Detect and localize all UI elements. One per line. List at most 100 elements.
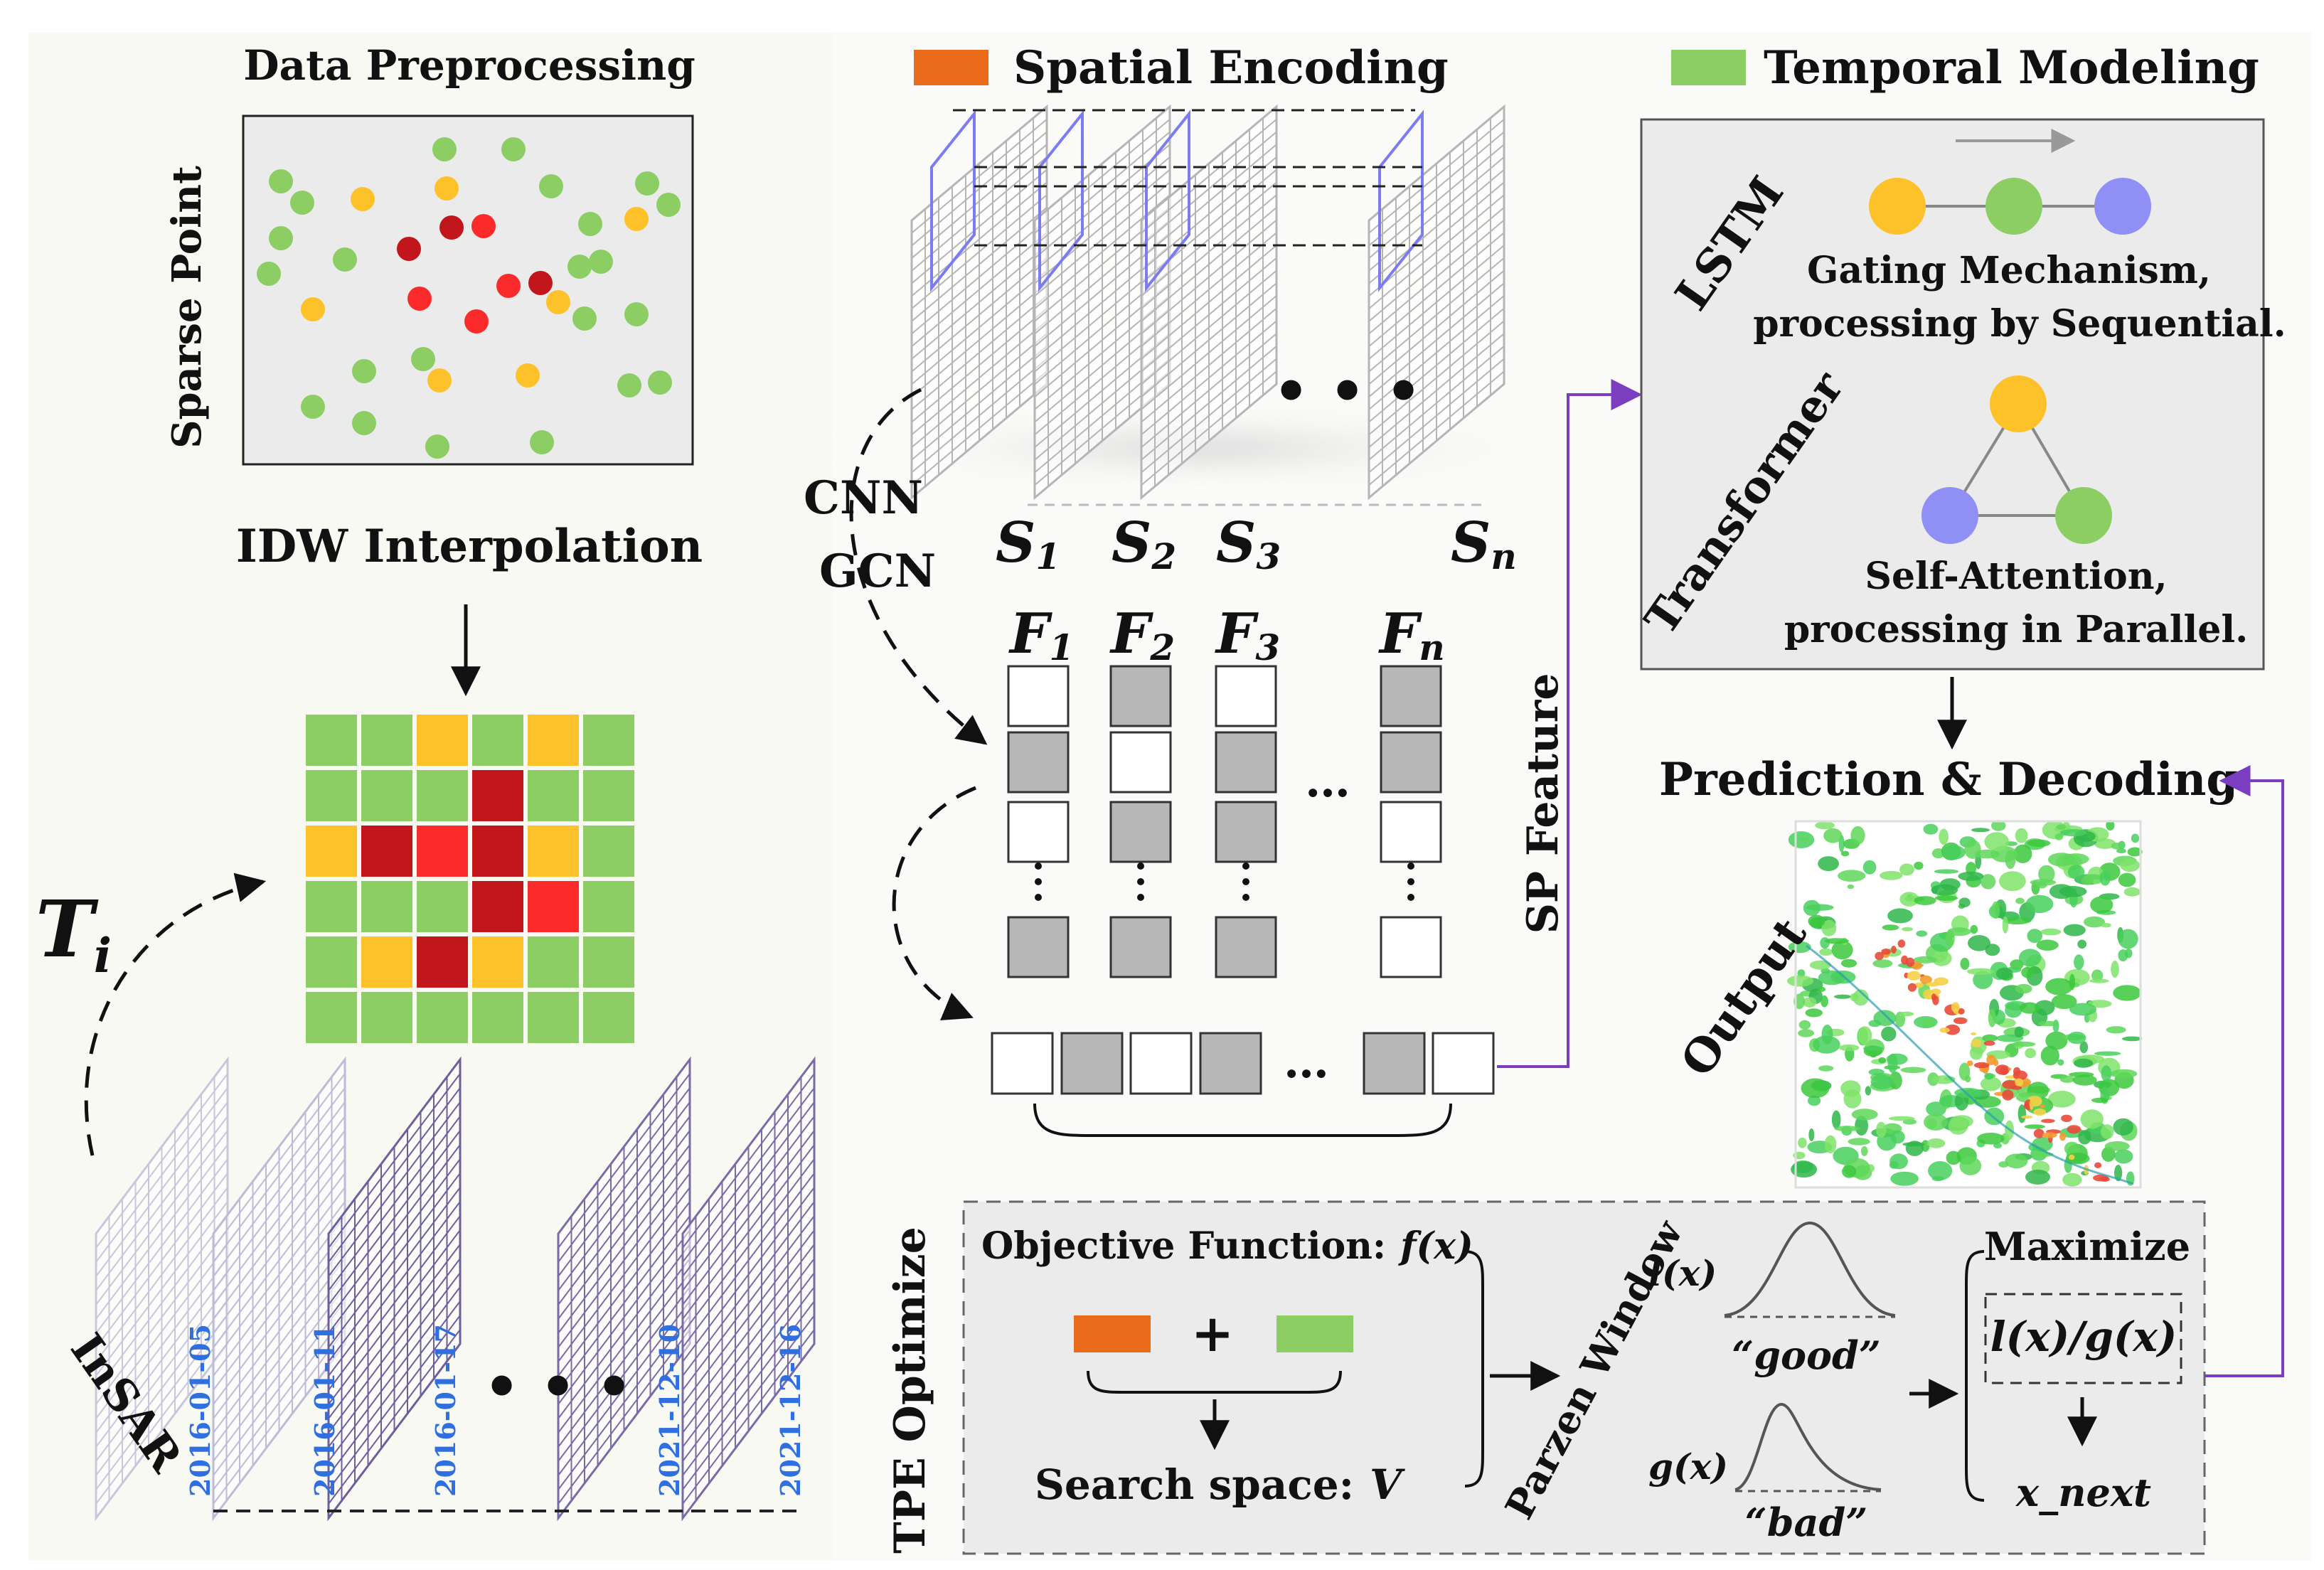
output-subsidence-patch — [1944, 1024, 1961, 1035]
feature-cell — [1380, 731, 1442, 794]
output-green-patch — [1946, 929, 1955, 947]
output-green-patch — [1834, 994, 1852, 999]
cnn-label: CNN — [804, 471, 923, 525]
output-green-patch — [1808, 1095, 1821, 1106]
spatial-sheet-gridline — [911, 307, 1048, 423]
spatial-sheet-gridline — [1141, 333, 1277, 448]
insar-sheet-gridline — [213, 1329, 346, 1505]
output-green-patch — [2059, 1075, 2075, 1083]
output-green-patch — [2078, 1130, 2091, 1145]
spatial-sheet-gridline — [1368, 333, 1505, 448]
insar-sheet-gridline — [558, 1272, 691, 1448]
sp-feature-label: SP Feature — [1518, 673, 1568, 934]
insar-sheet-gridline — [558, 1101, 691, 1277]
insar-sheet-gridline — [558, 1073, 691, 1249]
idw-cell — [361, 881, 412, 932]
output-subsidence-patch — [1999, 1067, 2009, 1075]
insar-sheet-gridline — [95, 1229, 228, 1405]
sparse-point — [501, 137, 526, 161]
output-green-patch — [1960, 958, 1970, 970]
sparse-point — [407, 287, 432, 311]
output-green-patch — [1801, 1078, 1830, 1099]
output-green-patch — [1964, 839, 1981, 859]
output-green-patch — [2015, 897, 2025, 904]
idw-cell — [583, 936, 634, 988]
output-green-patch — [1991, 820, 2006, 831]
idw-cell — [417, 715, 468, 766]
output-subsidence-patch — [1897, 939, 1906, 948]
output-subsidence-patch — [2029, 1099, 2034, 1110]
sparse-point — [269, 169, 293, 193]
prediction-decoding-title: Prediction & Decoding — [1659, 753, 2238, 806]
feature-cell — [1109, 801, 1172, 863]
spatial-sheet — [1368, 104, 1505, 501]
insar-sheet-gridline — [95, 1201, 228, 1377]
output-subsidence-patch — [1926, 982, 1939, 987]
insar-sheet-gridline — [558, 1301, 691, 1476]
idw-cell — [528, 881, 579, 932]
output-subsidence-patch — [1907, 983, 1917, 992]
idw-cell — [528, 770, 579, 821]
output-green-patch — [1840, 958, 1857, 968]
output-subsidence-patch — [2094, 1162, 2102, 1169]
sparse-point — [435, 176, 459, 201]
output-green-patch — [1971, 828, 1990, 833]
output-subsidence-patch — [2033, 1109, 2047, 1116]
insar-sheet-gridline — [682, 1286, 815, 1462]
spatial-sheet — [1033, 104, 1171, 501]
output-green-patch — [2131, 833, 2140, 843]
output-green-patch — [2067, 1031, 2086, 1045]
sparse-point — [427, 368, 452, 392]
insar-sheet-gridline — [95, 1315, 228, 1490]
concat-cell — [991, 1032, 1054, 1095]
sparse-point — [635, 171, 659, 196]
output-green-patch — [2127, 847, 2143, 857]
feature-cell — [1109, 731, 1172, 794]
output-green-patch — [2013, 844, 2032, 864]
output-green-patch — [1809, 960, 1831, 970]
output-subsidence-patch — [2015, 1078, 2024, 1087]
spatial-sheet-gridline — [1141, 269, 1277, 385]
idw-cell — [472, 992, 523, 1043]
output-green-patch — [1890, 1171, 1919, 1186]
feature-cell — [1109, 665, 1172, 727]
insar-sheet-gridline — [558, 1215, 691, 1391]
insar-sheet-gridline — [213, 1301, 346, 1476]
spatial-sheet-gridline — [911, 245, 1048, 360]
output-green-patch — [1881, 1026, 1897, 1042]
output-subsidence-patch — [2033, 1128, 2045, 1138]
feature-cell — [1380, 665, 1442, 727]
idw-cell — [361, 715, 412, 766]
feature-vdot — [1242, 894, 1249, 901]
insar-sheet — [95, 1056, 229, 1522]
spatial-sheet-gridline — [1368, 144, 1505, 259]
feature-vdot — [1407, 863, 1414, 870]
output-green-patch — [1966, 968, 1994, 976]
output-green-patch — [1831, 1110, 1841, 1129]
insar-sheet-gridline — [95, 1087, 228, 1263]
spatial-sheet-gridline — [1141, 232, 1277, 348]
output-green-patch — [1958, 871, 1984, 881]
output-green-patch — [1803, 899, 1821, 917]
output-green-patch — [1815, 821, 1835, 830]
insar-sheet-gridline — [558, 1173, 691, 1348]
idw-cell — [306, 715, 357, 766]
spatial-sheet-gridline — [1368, 320, 1505, 436]
output-subsidence-patch — [2067, 1125, 2082, 1134]
data-preprocessing-title: Data Preprocessing — [243, 41, 695, 90]
output-subsidence-patch — [2041, 1118, 2055, 1123]
output-green-patch — [1818, 856, 1840, 872]
temporal-box — [1640, 118, 2265, 671]
output-green-patch — [1902, 926, 1914, 931]
insar-sheet-gridline — [328, 1073, 461, 1249]
output-map-blobs — [1786, 820, 2143, 1187]
output-green-patch — [2054, 833, 2064, 840]
spatial-sheet-gridline — [1368, 307, 1505, 423]
output-green-patch — [1931, 1176, 1944, 1182]
insar-sheet-gridline — [558, 1329, 691, 1505]
output-green-patch — [2120, 858, 2141, 872]
sparse-point — [269, 226, 293, 250]
insar-sheet-gridline — [213, 1272, 346, 1448]
output-subsidence-patch — [2024, 1103, 2030, 1109]
output-green-patch — [1995, 967, 2013, 980]
